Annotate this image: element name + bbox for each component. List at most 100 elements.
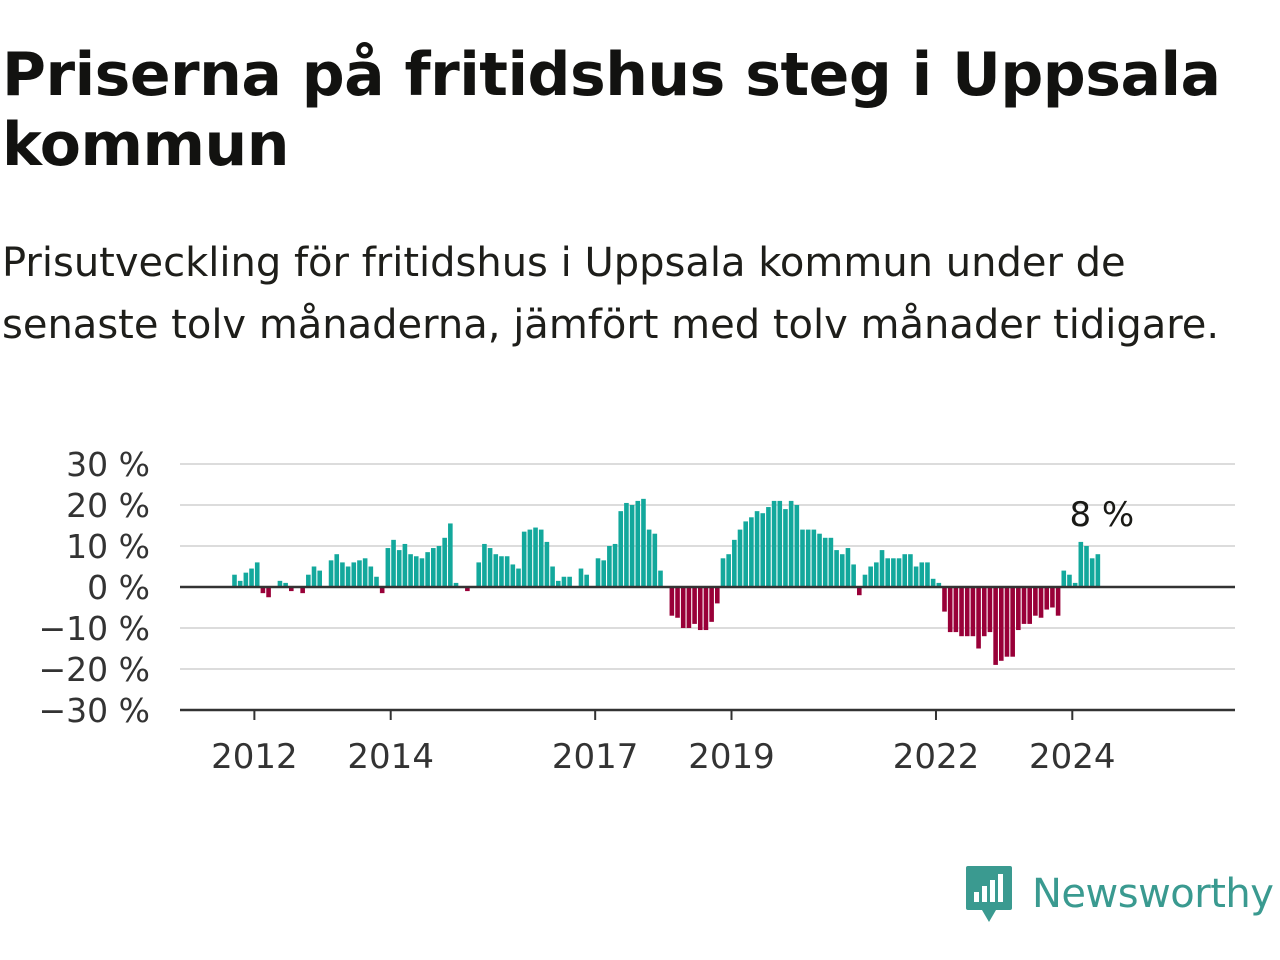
bar [521, 531, 527, 587]
bar [1067, 574, 1072, 587]
bar [277, 580, 283, 587]
bar [766, 507, 771, 587]
bar [868, 566, 873, 587]
brand-name: Newsworthy [1032, 871, 1274, 917]
bar [317, 570, 322, 587]
bar [720, 558, 726, 587]
bar [237, 580, 243, 587]
bar [249, 568, 254, 587]
x-tick-label: 2022 [893, 737, 980, 777]
bar [851, 564, 856, 587]
y-tick-label: −10 % [39, 609, 151, 648]
bar [1038, 587, 1044, 618]
y-tick-label: −20 % [39, 650, 151, 689]
bar [743, 521, 748, 587]
bar [981, 587, 987, 637]
brand-logo: Newsworthy [964, 864, 1274, 924]
bar [800, 529, 805, 587]
bar [533, 527, 538, 587]
bar [550, 566, 555, 587]
bar [601, 560, 606, 587]
bar [425, 552, 430, 587]
bar [504, 556, 510, 587]
bar [754, 511, 760, 587]
bar [999, 587, 1004, 661]
x-tick-label: 2014 [347, 737, 434, 777]
bar [783, 509, 788, 587]
bar [874, 562, 879, 587]
bar [817, 533, 822, 587]
bar [669, 587, 675, 616]
bar [794, 505, 800, 587]
bar [1089, 558, 1095, 587]
bar [328, 560, 334, 587]
y-tick-label: 10 % [66, 527, 150, 566]
bar [635, 500, 641, 587]
bar [1055, 587, 1061, 616]
bar [1084, 546, 1089, 587]
bar [391, 539, 396, 587]
bar [289, 587, 294, 592]
bar [913, 566, 919, 587]
bar [760, 513, 766, 587]
bar [692, 587, 697, 624]
bar [885, 558, 890, 587]
bar [476, 562, 482, 587]
bar [822, 537, 828, 587]
bar [482, 543, 487, 587]
bar [925, 562, 930, 587]
bar [715, 587, 720, 604]
x-tick-label: 2019 [688, 737, 775, 777]
bar [805, 529, 811, 587]
bar [368, 566, 374, 587]
bar [266, 587, 271, 598]
chart-subtitle: Prisutveckling för fritidshus i Uppsala … [2, 240, 1220, 348]
bar [811, 529, 817, 587]
y-tick-label: 20 % [66, 486, 150, 525]
bar [260, 587, 266, 594]
y-tick-label: −30 % [39, 691, 151, 730]
bar [408, 554, 413, 587]
bar [357, 560, 362, 587]
bar [1044, 587, 1050, 610]
bar [487, 548, 493, 587]
bar [709, 587, 714, 622]
bar [595, 558, 601, 587]
bar [771, 500, 777, 587]
bar [993, 587, 998, 665]
bar [1061, 570, 1067, 587]
bar [629, 505, 635, 587]
bar [788, 500, 794, 587]
bar [362, 558, 368, 587]
bar [510, 564, 516, 587]
bar [828, 537, 834, 587]
bar [1072, 582, 1078, 587]
bar [703, 587, 709, 631]
bar [419, 558, 425, 587]
bar [453, 582, 459, 587]
bar [283, 582, 288, 587]
bar [584, 574, 589, 587]
bar [862, 574, 868, 587]
bar [345, 566, 351, 587]
bar [1016, 587, 1021, 631]
bar [1033, 587, 1038, 616]
y-tick-label: 30 % [66, 445, 150, 484]
bar [374, 576, 379, 587]
bar [442, 537, 447, 587]
bar [839, 554, 845, 587]
bar [749, 517, 754, 587]
newsworthy-logo-icon [966, 866, 1012, 922]
y-tick-label: 0 % [87, 568, 150, 607]
bar [1010, 587, 1015, 657]
bar [527, 529, 533, 587]
bar [732, 539, 737, 587]
last-value-label: 8 % [1069, 495, 1134, 535]
bar [448, 523, 453, 587]
bar [947, 587, 953, 633]
bar [1004, 587, 1010, 657]
bar [686, 587, 692, 628]
bar [431, 548, 436, 587]
bar [232, 574, 237, 587]
bar [902, 554, 908, 587]
